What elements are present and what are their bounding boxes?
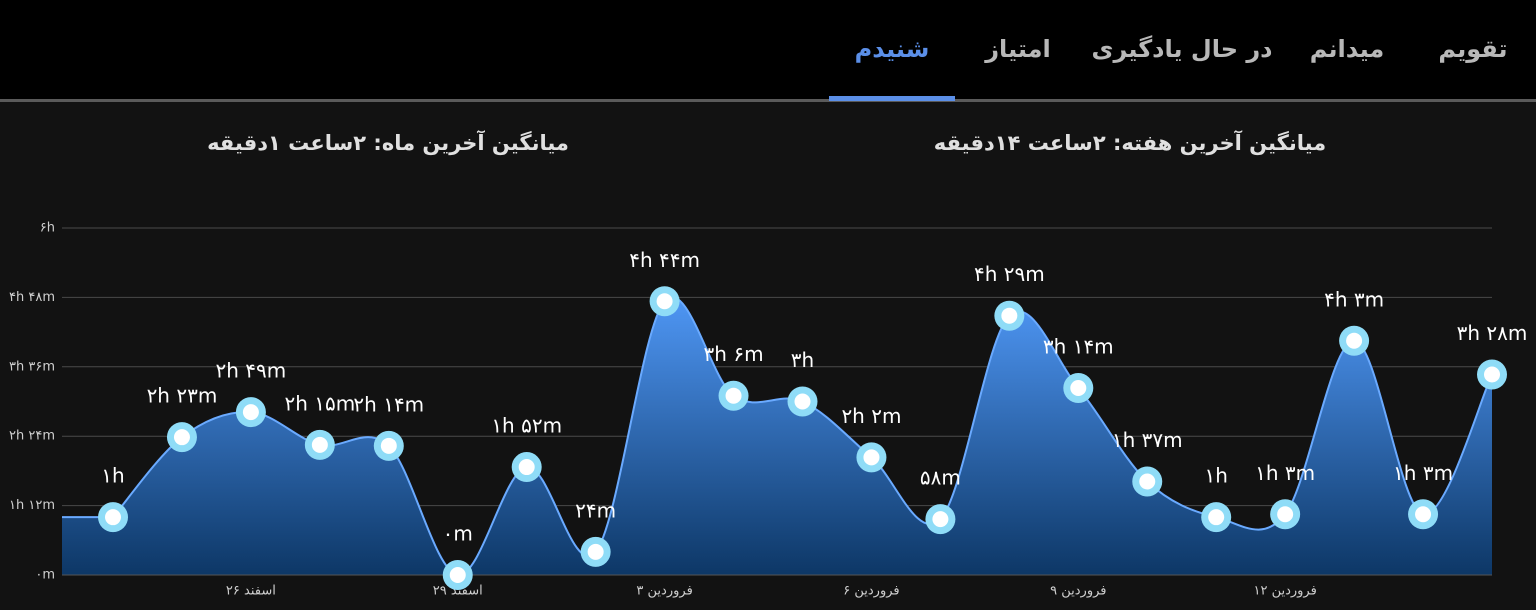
- tab[interactable]: میدانم: [1310, 35, 1385, 63]
- value-label: ۳h ۶m: [704, 342, 764, 366]
- value-label: ۲h ۴۹m: [216, 359, 287, 383]
- point: [587, 543, 604, 560]
- value-label: ۱h ۳m: [1393, 461, 1453, 485]
- tab-divider: [0, 99, 1536, 102]
- y-tick-label: ۰m: [35, 568, 55, 583]
- x-tick-label: ۶ فروردین: [843, 584, 899, 599]
- point: [518, 459, 535, 476]
- x-tick-label: ۲۹ اسفند: [433, 584, 483, 599]
- point: [449, 567, 466, 583]
- tab[interactable]: امتیاز: [984, 35, 1051, 63]
- point: [311, 436, 328, 453]
- point: [1070, 380, 1087, 397]
- area: [62, 297, 1492, 576]
- point: [1346, 332, 1363, 349]
- point: [794, 393, 811, 410]
- point: [380, 437, 397, 454]
- point: [863, 449, 880, 466]
- value-label: ۲h ۱۴m: [353, 392, 424, 416]
- point: [1208, 509, 1225, 526]
- point: [1001, 307, 1018, 324]
- value-label: ۱h ۵۲m: [491, 414, 562, 438]
- point: [1415, 506, 1432, 523]
- point: [1277, 506, 1294, 523]
- point: [173, 429, 190, 446]
- x-tick-label: ۲۶ اسفند: [226, 584, 276, 599]
- value-label: ۴h ۳m: [1324, 287, 1384, 311]
- point: [656, 293, 673, 310]
- point: [1139, 473, 1156, 490]
- value-label: ۲h ۲m: [841, 404, 901, 428]
- y-tick-label: ۲h ۲۴m: [9, 429, 55, 444]
- value-label: ۴h ۲۹m: [974, 262, 1045, 286]
- y-tick-label: ۱h ۱۲m: [9, 498, 55, 513]
- point: [1484, 366, 1500, 383]
- month-average: میانگین آخرین ماه: ۲ساعت ۱دقیقه: [207, 130, 569, 155]
- point: [105, 509, 121, 526]
- value-label: ۳h ۲۸m: [1457, 321, 1528, 345]
- value-label: ۳h ۱۴m: [1043, 335, 1114, 359]
- x-tick-label: ۳ فروردین: [636, 584, 692, 599]
- value-label: ۲h ۲۳m: [147, 384, 218, 408]
- value-label: ۵۸m: [920, 466, 961, 490]
- week-average: میانگین آخرین هفته: ۲ساعت ۱۴دقیقه: [934, 130, 1326, 155]
- tab[interactable]: تقویم: [1438, 35, 1507, 63]
- value-label: ۲h ۱۵m: [284, 391, 355, 415]
- y-tick-label: ۶h: [40, 221, 55, 236]
- y-tick-label: ۳h ۳۶m: [9, 359, 55, 374]
- value-label: ۰m: [443, 522, 473, 546]
- value-label: ۳h: [791, 348, 814, 372]
- active-tab-indicator: [829, 96, 955, 101]
- point: [725, 387, 742, 404]
- point: [932, 511, 949, 528]
- value-label: ۱h: [101, 464, 124, 488]
- value-label: ۱h ۳۷m: [1112, 428, 1183, 452]
- value-label: ۴h ۴۴m: [629, 248, 700, 272]
- x-tick-label: ۱۲ فروردین: [1253, 584, 1316, 599]
- tab[interactable]: شنیدم: [855, 35, 930, 63]
- y-tick-label: ۴h ۴۸m: [9, 290, 55, 305]
- value-label: ۱h: [1204, 464, 1227, 488]
- point: [242, 404, 259, 421]
- tab-bar: [0, 0, 1536, 100]
- value-label: ۱h ۳m: [1255, 461, 1315, 485]
- x-tick-label: ۹ فروردین: [1050, 584, 1106, 599]
- value-label: ۲۴m: [575, 498, 616, 522]
- tab[interactable]: در حال یادگیری: [1092, 35, 1273, 63]
